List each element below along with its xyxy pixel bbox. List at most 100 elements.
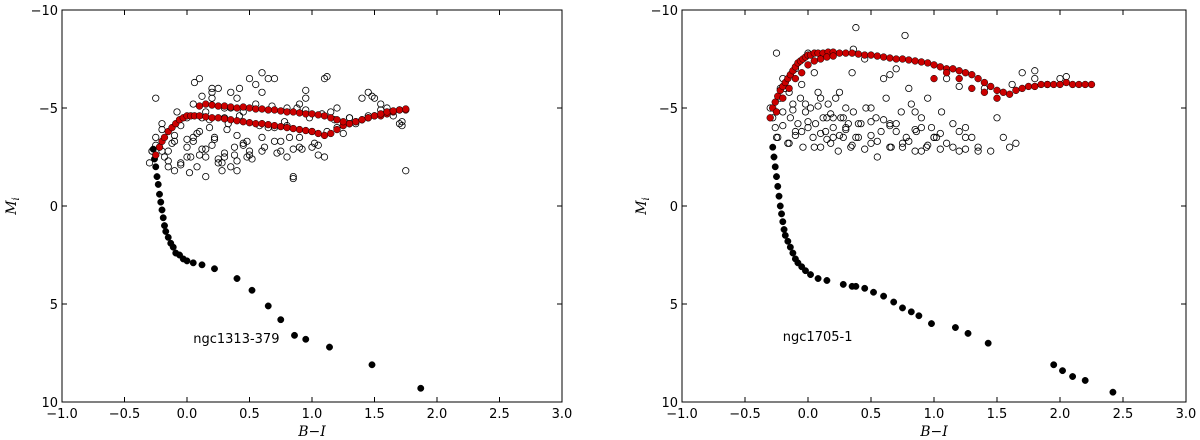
series-2: [152, 100, 410, 159]
data-point-open: [886, 143, 894, 151]
data-point-red: [823, 53, 831, 61]
data-point-filled: [778, 210, 785, 218]
data-point-red: [886, 54, 894, 62]
data-point-red: [917, 58, 926, 66]
data-point-filled: [915, 312, 923, 320]
data-point-red: [327, 114, 335, 122]
data-point-red: [1012, 86, 1020, 95]
data-point-open: [295, 133, 304, 141]
data-point-open: [842, 124, 850, 132]
data-point-open: [195, 127, 204, 136]
data-point-open: [837, 114, 845, 122]
data-point-open: [810, 143, 818, 151]
data-point-open: [829, 114, 837, 122]
data-point-open: [189, 137, 197, 145]
data-point-open: [779, 122, 787, 130]
data-point-red: [308, 127, 316, 136]
y-tick-label: −5: [39, 102, 58, 117]
data-point-filled: [880, 292, 888, 300]
data-point-red: [961, 69, 970, 77]
data-point-red: [370, 112, 379, 120]
data-point-filled: [169, 243, 177, 251]
data-point-open: [398, 122, 406, 130]
data-point-open: [220, 153, 229, 161]
data-point-filled: [211, 265, 218, 273]
data-point-open: [364, 88, 372, 96]
data-point-red: [911, 57, 919, 65]
x-tick-label: 1.0: [302, 407, 323, 422]
data-point-red: [1062, 78, 1070, 87]
y-tick-label: 5: [50, 298, 58, 313]
y-tick-label: −5: [659, 102, 678, 117]
data-point-filled: [984, 339, 992, 347]
data-point-red: [1031, 82, 1039, 91]
x-tick-label: 2.0: [427, 407, 448, 422]
data-point-red: [898, 55, 907, 63]
data-point-open: [861, 145, 869, 153]
data-point-open: [847, 143, 855, 151]
x-tick-label: 3.0: [552, 407, 573, 422]
data-point-red: [277, 122, 285, 131]
data-point-open: [886, 71, 894, 79]
data-point-open: [932, 133, 941, 141]
y-axis-label-main: M: [4, 200, 20, 216]
data-point-open: [1012, 139, 1020, 147]
data-point-filled: [198, 261, 206, 269]
data-point-open: [924, 94, 932, 102]
data-point-red: [383, 108, 391, 116]
data-point-red: [861, 51, 869, 59]
data-point-open: [892, 65, 900, 73]
data-point-filled: [951, 324, 959, 331]
data-point-filled: [870, 288, 877, 296]
data-point-red: [302, 110, 310, 118]
y-tick-label: 5: [670, 298, 678, 313]
data-point-open: [1031, 67, 1039, 75]
data-point-red: [283, 108, 291, 116]
data-point-open: [227, 163, 235, 171]
data-point-filled: [784, 237, 792, 245]
x-tick-label: 1.5: [364, 407, 385, 422]
data-point-red: [816, 55, 825, 63]
data-point-red: [239, 103, 247, 111]
data-point-filled: [1081, 376, 1089, 384]
data-point-open: [898, 143, 907, 151]
data-point-red: [214, 114, 222, 122]
data-point-open: [816, 129, 825, 138]
data-point-red: [320, 112, 329, 120]
data-point-open: [829, 124, 837, 132]
data-point-red: [955, 67, 963, 75]
data-point-open: [145, 159, 154, 167]
data-point-open: [202, 173, 210, 181]
data-point-open: [264, 75, 272, 83]
x-tick-label: 2.0: [1050, 407, 1071, 422]
y-tick-label: 10: [41, 396, 58, 411]
data-point-open: [289, 173, 297, 181]
data-point-open: [999, 133, 1007, 141]
data-point-red: [245, 119, 254, 127]
data-point-open: [285, 133, 294, 141]
data-point-open: [170, 167, 179, 175]
data-point-open: [814, 102, 822, 110]
data-point-open: [852, 133, 860, 141]
data-point-open: [961, 145, 970, 153]
cluster-annotation: ngc1705-1: [783, 330, 853, 345]
data-point-open: [936, 129, 944, 138]
data-point-filled: [861, 284, 869, 292]
data-point-open: [193, 163, 201, 171]
data-point-open: [239, 139, 247, 147]
data-point-open: [993, 114, 1001, 122]
data-point-red: [277, 107, 285, 115]
data-point-open: [974, 147, 982, 155]
data-point-red: [377, 110, 385, 118]
data-point-open: [310, 139, 319, 147]
data-point-filled: [291, 331, 298, 339]
data-point-open: [791, 131, 800, 140]
data-point-open: [892, 127, 900, 136]
data-point-red: [1056, 80, 1064, 89]
data-point-red: [772, 108, 781, 116]
data-point-filled: [183, 257, 191, 265]
data-point-open: [794, 120, 802, 128]
data-point-filled: [789, 249, 797, 257]
data-point-open: [395, 120, 404, 128]
data-point-open: [961, 133, 970, 141]
